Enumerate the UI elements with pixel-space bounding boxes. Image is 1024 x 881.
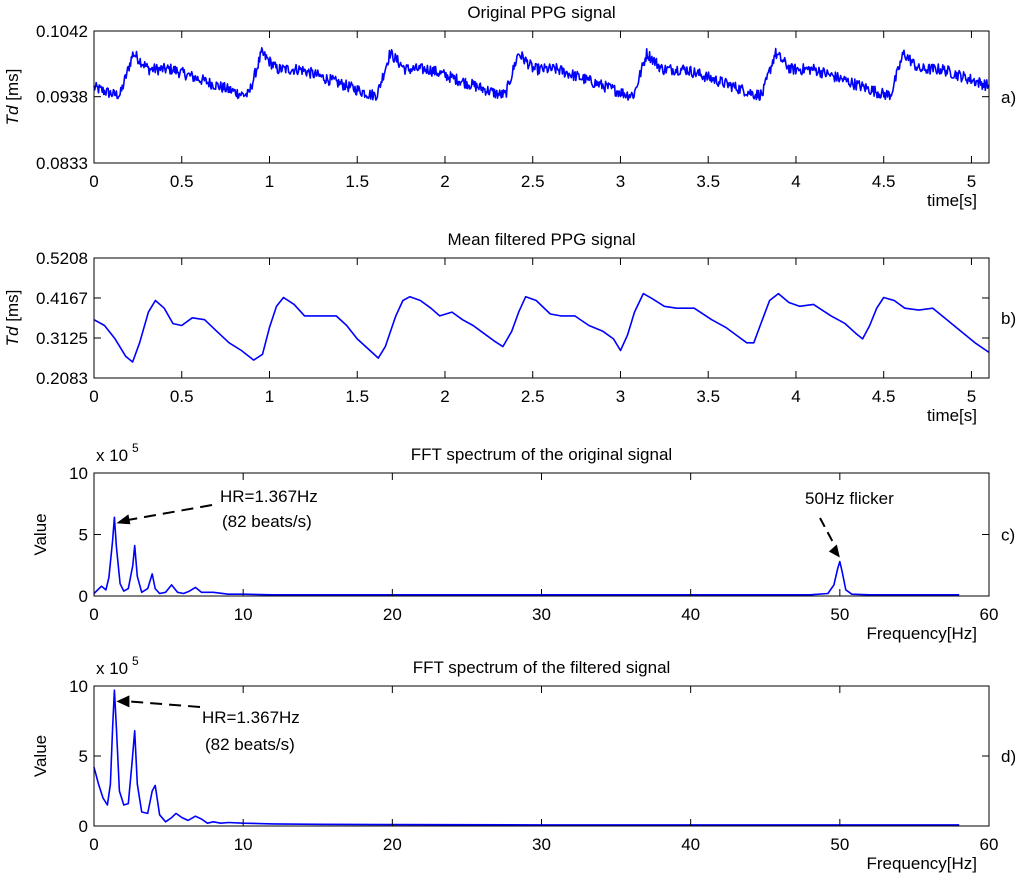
axes-frame <box>93 685 990 827</box>
axes-frame <box>93 257 990 379</box>
y-axis-label: Value <box>31 513 50 555</box>
panel-b: Mean filtered PPG signal 0 0.5 1 1.5 2 2.5 3 3.5… <box>3 230 1016 425</box>
y-tick-label: 5 <box>79 747 88 766</box>
x-tick-label: 0.5 <box>170 172 194 191</box>
x-tick-label: 4 <box>791 387 800 406</box>
y-tick-label: 0.0833 <box>36 154 88 173</box>
series-line <box>93 46 990 101</box>
series-line <box>93 689 960 826</box>
x-axis-label: Frequency[Hz] <box>866 854 977 873</box>
y-multiplier-exponent: 5 <box>132 654 139 668</box>
chart-title: FFT spectrum of the original signal <box>411 445 672 464</box>
x-axis-label: Frequency[Hz] <box>866 624 977 643</box>
panel-label: d) <box>1001 747 1016 766</box>
annotation-arrow-line <box>126 504 213 522</box>
annotation-arrow-head <box>116 514 131 525</box>
y-tick-label: 0.0938 <box>36 88 88 107</box>
x-tick-label: 20 <box>383 605 402 624</box>
x-tick-label: 40 <box>681 835 700 854</box>
axes-frame <box>93 30 990 164</box>
x-tick-label: 10 <box>234 835 253 854</box>
y-axis-label: Td [ms] <box>3 290 22 347</box>
y-tick-label: 10 <box>69 677 88 696</box>
y-multiplier: x 10 <box>96 446 128 465</box>
x-tick-label: 2 <box>440 387 449 406</box>
chart-title: Mean filtered PPG signal <box>447 230 635 249</box>
series-line <box>93 292 990 363</box>
x-tick-label: 0 <box>89 605 98 624</box>
annotation-hr-bpm: (82 beats/s) <box>222 512 312 531</box>
panel-d: FFT spectrum of the filtered signal 0 10 20… <box>31 654 1016 873</box>
x-tick-label: 30 <box>532 605 551 624</box>
annotation-flicker-line <box>819 517 837 549</box>
x-tick-label: 5 <box>967 387 976 406</box>
x-tick-label: 3 <box>616 172 625 191</box>
x-tick-label: 50 <box>830 835 849 854</box>
x-axis-label: time[s] <box>927 406 977 425</box>
annotation-flicker: 50Hz flicker <box>805 489 894 508</box>
annotation-arrow-line <box>128 700 201 708</box>
y-tick-label: 5 <box>79 526 88 545</box>
y-tick-label: 0 <box>79 587 88 606</box>
y-axis-label-symbol: Td <box>3 105 22 125</box>
x-tick-label: 10 <box>234 605 253 624</box>
panel-label: c) <box>1001 526 1015 545</box>
x-tick-label: 3 <box>616 387 625 406</box>
x-tick-label: 4.5 <box>872 387 896 406</box>
panel-a: Original PPG signal 0 0.5 1 1.5 2 2.5 3 3.5 4 4.5 5… <box>3 3 1016 210</box>
x-tick-label: 50 <box>830 605 849 624</box>
y-axis-label: Value <box>31 735 50 777</box>
y-tick-label: 0.3125 <box>36 329 88 348</box>
panel-label: a) <box>1001 88 1016 107</box>
y-multiplier: x 10 <box>96 659 128 678</box>
y-axis-label-symbol: Td <box>3 326 22 346</box>
y-tick-label: 0.1042 <box>36 22 88 41</box>
y-tick-label: 0 <box>79 817 88 836</box>
x-tick-label: 1 <box>265 172 274 191</box>
annotation-flicker-head <box>828 544 840 558</box>
x-tick-label: 1 <box>265 387 274 406</box>
y-tick-label: 0.5208 <box>36 249 88 268</box>
y-tick-label: 0.2083 <box>36 369 88 388</box>
x-tick-label: 4 <box>791 172 800 191</box>
chart-title: Original PPG signal <box>467 3 615 22</box>
x-tick-label: 1.5 <box>345 387 369 406</box>
x-tick-label: 0 <box>89 172 98 191</box>
x-tick-label: 2.5 <box>521 172 545 191</box>
x-tick-label: 4.5 <box>872 172 896 191</box>
x-axis-label: time[s] <box>927 191 977 210</box>
annotation-hr-bpm: (82 beats/s) <box>205 735 295 754</box>
x-tick-label: 30 <box>532 835 551 854</box>
x-tick-label: 5 <box>967 172 976 191</box>
x-tick-label: 0 <box>89 387 98 406</box>
x-tick-label: 3.5 <box>696 387 720 406</box>
y-axis-label-unit: [ms] <box>3 290 22 327</box>
y-axis-label: Td [ms] <box>3 69 22 126</box>
y-axis-label-unit: [ms] <box>3 69 22 106</box>
x-tick-label: 20 <box>383 835 402 854</box>
x-tick-label: 0.5 <box>170 387 194 406</box>
x-tick-label: 2.5 <box>521 387 545 406</box>
x-tick-label: 60 <box>980 605 999 624</box>
y-tick-label: 0.4167 <box>36 289 88 308</box>
y-tick-label: 10 <box>69 464 88 483</box>
annotation-hr: HR=1.367Hz <box>202 708 300 727</box>
panel-c: FFT spectrum of the original signal 0 10 20… <box>31 441 1015 643</box>
annotation-arrow-head <box>116 695 130 708</box>
y-multiplier-exponent: 5 <box>132 441 139 455</box>
x-tick-label: 0 <box>89 835 98 854</box>
series-line <box>93 516 960 596</box>
x-tick-label: 1.5 <box>345 172 369 191</box>
x-tick-label: 3.5 <box>696 172 720 191</box>
x-tick-label: 2 <box>440 172 449 191</box>
x-tick-label: 40 <box>681 605 700 624</box>
x-tick-label: 60 <box>980 835 999 854</box>
chart-title: FFT spectrum of the filtered signal <box>413 658 671 677</box>
annotation-hr: HR=1.367Hz <box>220 487 318 506</box>
panel-label: b) <box>1001 309 1016 328</box>
